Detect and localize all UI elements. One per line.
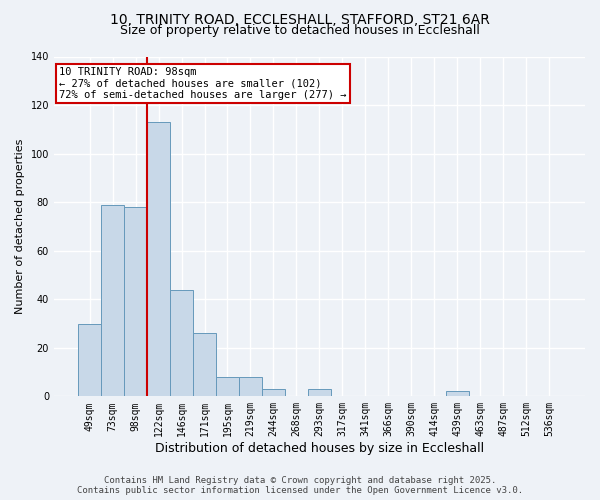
Bar bbox=[216, 377, 239, 396]
Text: Size of property relative to detached houses in Eccleshall: Size of property relative to detached ho… bbox=[120, 24, 480, 37]
Bar bbox=[170, 290, 193, 397]
Bar bbox=[262, 389, 285, 396]
Y-axis label: Number of detached properties: Number of detached properties bbox=[15, 138, 25, 314]
Text: 10, TRINITY ROAD, ECCLESHALL, STAFFORD, ST21 6AR: 10, TRINITY ROAD, ECCLESHALL, STAFFORD, … bbox=[110, 12, 490, 26]
Bar bbox=[147, 122, 170, 396]
Bar bbox=[101, 204, 124, 396]
Text: Contains HM Land Registry data © Crown copyright and database right 2025.
Contai: Contains HM Land Registry data © Crown c… bbox=[77, 476, 523, 495]
Bar bbox=[124, 207, 147, 396]
Bar bbox=[239, 377, 262, 396]
Bar bbox=[193, 333, 216, 396]
Bar bbox=[78, 324, 101, 396]
Bar bbox=[446, 392, 469, 396]
Bar bbox=[308, 389, 331, 396]
X-axis label: Distribution of detached houses by size in Eccleshall: Distribution of detached houses by size … bbox=[155, 442, 484, 455]
Text: 10 TRINITY ROAD: 98sqm
← 27% of detached houses are smaller (102)
72% of semi-de: 10 TRINITY ROAD: 98sqm ← 27% of detached… bbox=[59, 66, 347, 100]
